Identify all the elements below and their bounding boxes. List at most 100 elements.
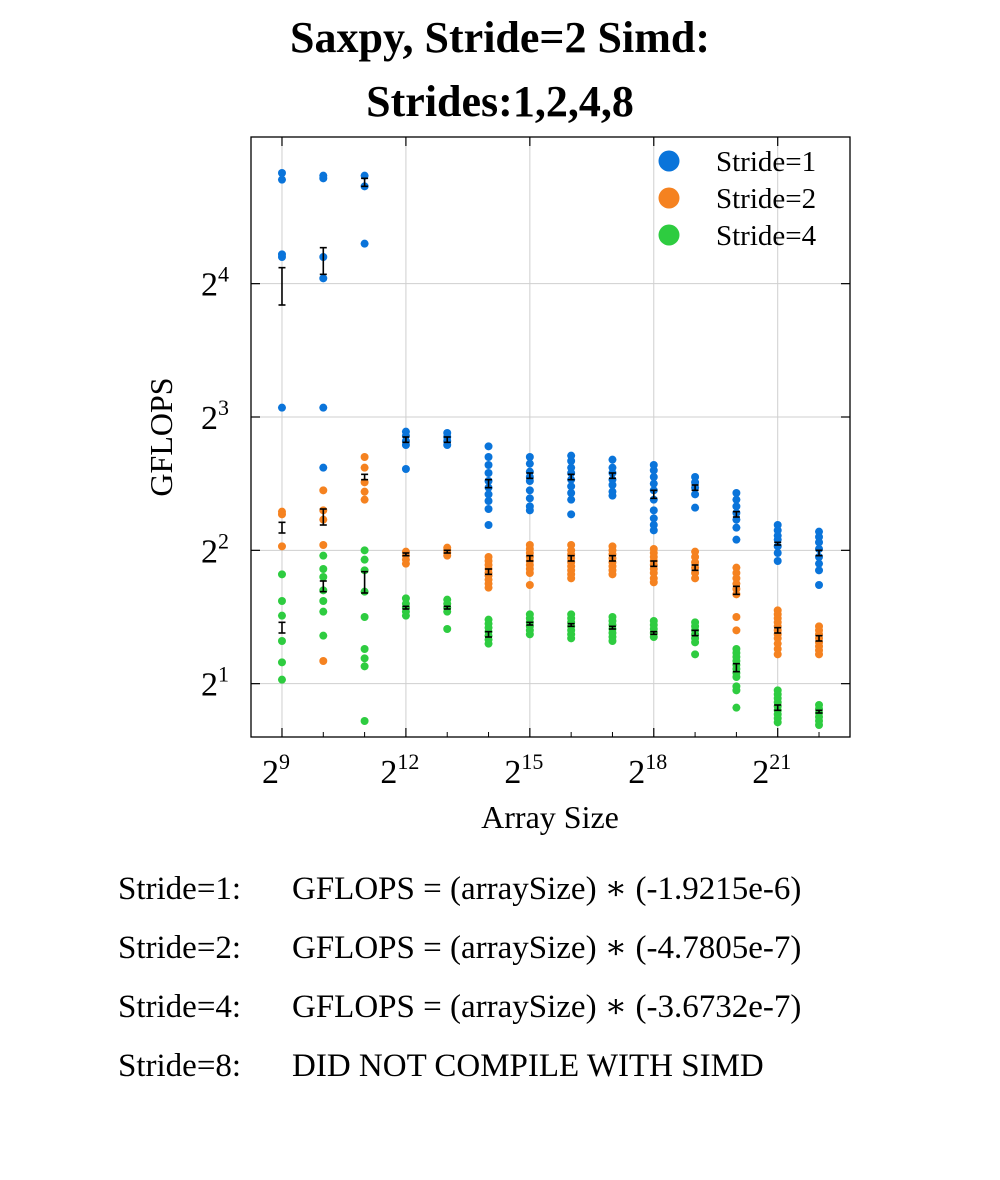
error-bar <box>567 622 575 628</box>
data-point <box>319 463 328 472</box>
data-point <box>567 495 576 504</box>
fit-text: GFLOPS = (arraySize) ∗ (-4.7805e-7) <box>292 930 802 966</box>
error-bar <box>774 541 782 546</box>
data-point <box>360 555 369 564</box>
data-point <box>649 514 658 523</box>
data-point <box>773 549 782 557</box>
series-1 <box>277 169 824 589</box>
error-bar <box>815 549 823 557</box>
data-point <box>732 626 741 635</box>
y-axis-label: GFLOPS <box>143 377 179 496</box>
data-point <box>525 486 534 495</box>
fit-equations: Stride=1: GFLOPS = (arraySize) ∗ (-1.9215… <box>118 866 801 1102</box>
data-point <box>319 486 328 495</box>
error-bar <box>567 554 575 562</box>
error-bar <box>526 554 534 562</box>
fit-equation-stride-2: Stride=2: GFLOPS = (arraySize) ∗ (-4.7805… <box>118 925 801 984</box>
y-tick-label: 22 <box>201 528 229 570</box>
fit-label: Stride=2: <box>118 930 242 966</box>
error-bar <box>402 436 410 444</box>
data-point <box>484 442 493 451</box>
legend-marker <box>658 150 680 172</box>
series-3 <box>277 546 824 729</box>
data-point <box>649 526 658 535</box>
axis-ticks: 29 212 215 218 221 21 22 23 24 <box>201 137 850 791</box>
error-bar <box>443 549 451 554</box>
y-tick-label: 24 <box>201 262 229 304</box>
data-point <box>319 551 328 560</box>
fit-text: GFLOPS = (arraySize) ∗ (-3.6732e-7) <box>292 989 802 1025</box>
data-point <box>319 657 328 665</box>
data-point <box>277 611 286 620</box>
data-point <box>815 581 824 589</box>
error-bar <box>443 436 451 444</box>
error-bar <box>732 662 740 673</box>
x-tick-label: 221 <box>752 749 791 791</box>
data-point <box>277 658 286 667</box>
error-bar <box>526 621 534 626</box>
data-point <box>484 639 493 648</box>
data-point <box>484 490 493 499</box>
data-point <box>277 253 286 261</box>
error-bar <box>691 484 699 492</box>
x-tick-label: 218 <box>628 749 667 791</box>
fit-label: Stride=8: <box>118 1048 242 1084</box>
data-point <box>608 491 617 500</box>
data-point <box>691 503 700 512</box>
data-point <box>360 463 369 472</box>
data-point <box>525 506 534 515</box>
data-point <box>319 631 328 640</box>
x-tick-label: 29 <box>262 749 290 791</box>
data-point <box>732 703 741 712</box>
data-point <box>732 613 741 621</box>
error-bar <box>650 630 658 636</box>
error-bar <box>691 564 699 572</box>
data-point <box>608 570 617 579</box>
data-point <box>773 718 782 727</box>
error-bar <box>319 246 327 276</box>
data-point <box>608 455 617 464</box>
data-point <box>732 673 741 681</box>
error-bar <box>815 709 823 714</box>
data-point <box>277 175 286 184</box>
data-point <box>525 494 534 503</box>
data-point <box>815 566 824 575</box>
chart-title-line-2: Strides:1,2,4,8 <box>366 77 634 126</box>
legend: Stride=1 Stride=2 Stride=4 <box>658 146 817 252</box>
data-point <box>319 274 328 283</box>
data-point <box>773 650 782 659</box>
data-point <box>277 403 286 412</box>
legend-marker <box>658 187 680 209</box>
error-bar <box>774 626 782 634</box>
data-point <box>277 597 286 605</box>
data-point <box>277 675 286 684</box>
fit-label: Stride=4: <box>118 989 242 1025</box>
fit-label: Stride=1: <box>118 871 242 907</box>
fit-equation-stride-4: Stride=4: GFLOPS = (arraySize) ∗ (-3.6732… <box>118 984 801 1043</box>
data-point <box>360 662 369 671</box>
data-point <box>401 465 410 473</box>
error-bar <box>361 570 369 594</box>
error-bar <box>402 605 410 610</box>
error-bar <box>443 605 451 610</box>
error-bar <box>526 472 534 480</box>
data-point <box>649 466 658 475</box>
legend-label: Stride=2 <box>716 183 816 215</box>
data-point <box>360 546 369 555</box>
data-point <box>277 542 286 551</box>
data-point <box>649 473 658 481</box>
data-point <box>567 510 576 519</box>
data-point <box>360 487 369 496</box>
fit-text: GFLOPS = (arraySize) ∗ (-1.9215e-6) <box>292 871 802 907</box>
data-point <box>277 570 286 579</box>
data-point <box>815 538 824 547</box>
data-point <box>277 510 286 519</box>
data-point <box>360 495 369 504</box>
chart-title-line-1: Saxpy, Stride=2 Simd: <box>290 13 710 62</box>
data-point <box>319 607 328 616</box>
data-point <box>732 686 741 695</box>
plot-frame <box>250 136 851 738</box>
data-point <box>567 634 576 643</box>
data-point <box>567 574 576 583</box>
data-point <box>691 650 700 659</box>
